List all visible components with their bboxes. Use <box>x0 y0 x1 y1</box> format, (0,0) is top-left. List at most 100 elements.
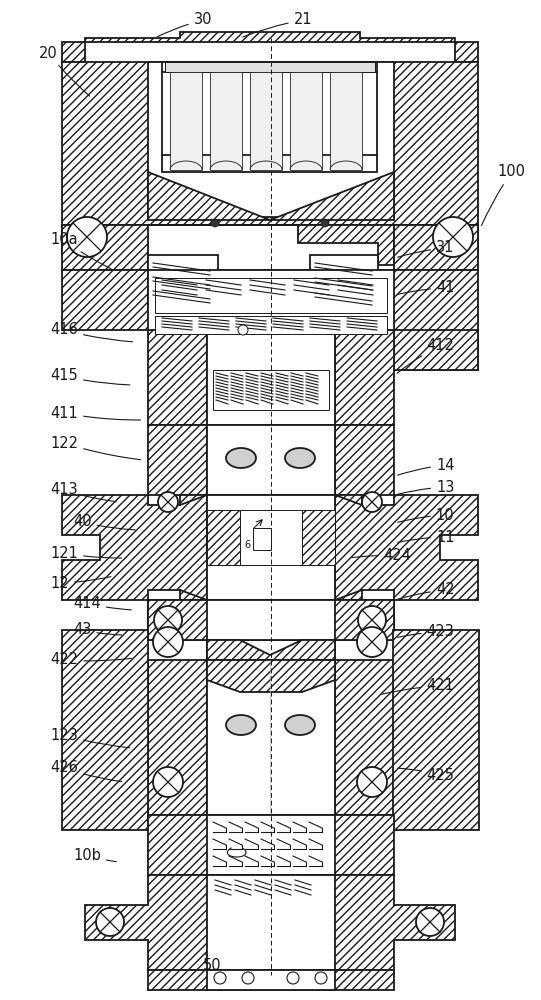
Bar <box>213 370 329 410</box>
Bar <box>165 62 375 72</box>
Text: 42: 42 <box>398 582 454 599</box>
Polygon shape <box>335 425 394 495</box>
Bar <box>207 970 335 990</box>
Text: 425: 425 <box>398 768 454 782</box>
Polygon shape <box>335 495 478 600</box>
Bar <box>148 270 394 330</box>
Circle shape <box>96 908 124 936</box>
Polygon shape <box>270 172 394 220</box>
Text: 20: 20 <box>39 45 90 96</box>
Bar <box>207 330 335 425</box>
Text: 411: 411 <box>50 406 141 420</box>
Bar <box>207 600 335 640</box>
Text: 30: 30 <box>157 12 212 37</box>
Text: 10a: 10a <box>50 232 111 269</box>
Bar <box>207 660 335 815</box>
Circle shape <box>154 606 182 634</box>
Text: 413: 413 <box>50 483 116 502</box>
Polygon shape <box>335 330 394 425</box>
Text: 41: 41 <box>398 280 454 296</box>
Bar <box>170 72 202 170</box>
Circle shape <box>433 217 473 257</box>
Text: 14: 14 <box>398 458 454 475</box>
Text: 10b: 10b <box>73 848 116 862</box>
Circle shape <box>238 325 248 335</box>
Polygon shape <box>148 660 207 815</box>
Ellipse shape <box>226 448 256 468</box>
Polygon shape <box>148 330 207 425</box>
Ellipse shape <box>285 715 315 735</box>
Ellipse shape <box>226 715 256 735</box>
Circle shape <box>357 767 387 797</box>
Circle shape <box>315 972 327 984</box>
Text: 21: 21 <box>243 12 312 37</box>
Bar <box>393 630 479 830</box>
Bar <box>148 62 394 217</box>
Bar <box>207 425 335 495</box>
Text: 421: 421 <box>381 678 454 694</box>
Text: 414: 414 <box>73 595 131 610</box>
Bar <box>148 255 218 310</box>
Polygon shape <box>62 225 148 270</box>
Circle shape <box>416 908 444 936</box>
Text: 422: 422 <box>50 652 131 668</box>
Polygon shape <box>62 32 478 62</box>
Text: 426: 426 <box>50 760 122 782</box>
Circle shape <box>358 606 386 634</box>
Polygon shape <box>302 510 335 565</box>
Bar <box>207 815 335 875</box>
Text: 13: 13 <box>398 480 454 494</box>
Text: 121: 121 <box>50 546 122 560</box>
Text: 122: 122 <box>50 436 141 460</box>
Polygon shape <box>148 425 207 495</box>
Polygon shape <box>148 172 270 220</box>
Polygon shape <box>62 495 207 600</box>
Polygon shape <box>148 225 394 265</box>
Polygon shape <box>207 510 240 565</box>
Bar <box>62 225 147 255</box>
Circle shape <box>321 219 329 227</box>
Bar <box>62 630 148 830</box>
Text: 10: 10 <box>398 508 454 522</box>
Circle shape <box>242 972 254 984</box>
Circle shape <box>153 627 183 657</box>
Text: 11: 11 <box>398 530 454 544</box>
Circle shape <box>211 219 219 227</box>
Polygon shape <box>85 875 455 970</box>
Circle shape <box>287 972 299 984</box>
Bar <box>207 875 335 970</box>
Bar <box>148 600 394 640</box>
Circle shape <box>67 217 107 257</box>
Text: 416: 416 <box>50 322 133 342</box>
Text: 123: 123 <box>50 728 130 748</box>
Bar <box>290 72 322 170</box>
Text: 423: 423 <box>398 624 454 640</box>
Circle shape <box>153 767 183 797</box>
Bar <box>148 970 394 990</box>
Text: 412: 412 <box>397 338 454 373</box>
Ellipse shape <box>285 448 315 468</box>
Polygon shape <box>207 640 335 672</box>
Bar <box>162 62 377 172</box>
Polygon shape <box>148 600 394 660</box>
Bar <box>207 495 335 600</box>
Text: 43: 43 <box>73 622 122 638</box>
Text: 12: 12 <box>50 576 111 590</box>
Circle shape <box>362 492 382 512</box>
Bar <box>330 72 362 170</box>
Bar <box>155 278 387 313</box>
Polygon shape <box>62 270 478 370</box>
Text: 415: 415 <box>50 368 130 385</box>
Text: 424: 424 <box>352 548 411 564</box>
Text: 40: 40 <box>73 514 135 530</box>
Bar <box>250 72 282 170</box>
Polygon shape <box>394 225 478 270</box>
Bar <box>310 255 378 310</box>
Bar <box>240 510 302 565</box>
Text: 50: 50 <box>203 954 222 974</box>
Bar <box>210 72 242 170</box>
Circle shape <box>357 627 387 657</box>
Text: 31: 31 <box>398 240 454 257</box>
Polygon shape <box>335 660 394 815</box>
Text: 6: 6 <box>244 540 250 550</box>
